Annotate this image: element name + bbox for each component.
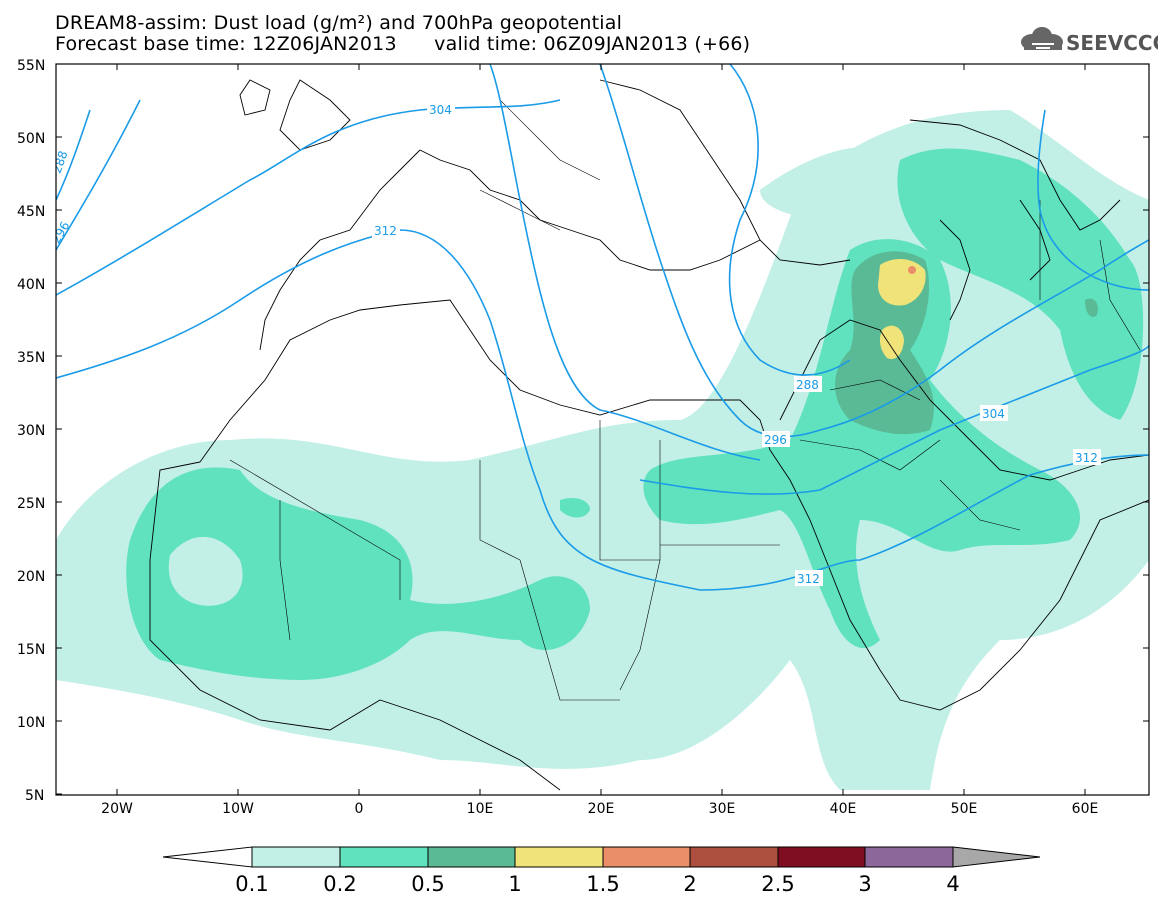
lat-label: 40N	[17, 277, 45, 293]
dust-0.2-region	[126, 148, 1144, 680]
lat-label: 55N	[17, 58, 45, 74]
lat-label: 10N	[17, 715, 45, 731]
logo-text: SEEVCCC	[1066, 31, 1158, 55]
colorbar-label: 1	[508, 872, 521, 896]
lon-label: 40E	[830, 801, 857, 817]
colorbar-label: 4	[946, 872, 959, 896]
coastlines	[149, 79, 1149, 791]
lat-label: 35N	[17, 350, 45, 366]
lon-label: 10W	[222, 801, 254, 817]
country-borders	[229, 99, 1141, 701]
colorbar-labels: 0.1 0.2 0.5 1 1.5 2 2.5 3 4	[235, 872, 959, 896]
colorbar-swatch	[602, 846, 691, 868]
colorbar-label: 0.5	[411, 872, 444, 896]
contour-label: 288	[796, 378, 819, 392]
cloud-icon	[1021, 27, 1063, 50]
colorbar-swatch	[514, 846, 604, 868]
lat-label: 15N	[17, 642, 45, 658]
colorbar-swatch	[339, 846, 429, 868]
lon-label: 10E	[467, 801, 494, 817]
lat-label: 45N	[17, 204, 45, 220]
colorbar-swatch	[777, 846, 866, 868]
latitude-labels: 55N 50N 45N 40N 35N 30N 25N 20N 15N 10N …	[17, 58, 45, 804]
colorbar-label: 2	[683, 872, 696, 896]
dust-1.5-spot	[908, 266, 916, 274]
colorbar-swatch	[251, 846, 341, 868]
contour-label: 312	[797, 572, 820, 586]
title-line-1: DREAM8-assim: Dust load (g/m²) and 700hP…	[55, 12, 623, 34]
colorbar	[162, 846, 1041, 868]
colorbar-low-arrow	[162, 846, 253, 868]
colorbar-label: 0.1	[235, 872, 268, 896]
colorbar-label: 3	[858, 872, 871, 896]
colorbar-swatch	[864, 846, 954, 868]
contour-label: 296	[49, 219, 73, 246]
lon-label: 20W	[101, 801, 133, 817]
dust-light-holes	[168, 326, 1060, 606]
colorbar-label: 0.2	[323, 872, 356, 896]
title-line-2: Forecast base time: 12Z06JAN2013 valid t…	[55, 33, 751, 55]
seevccc-logo: SEEVCCC	[1021, 27, 1158, 55]
lat-label: 25N	[17, 496, 45, 512]
geopotential-contours	[56, 64, 1149, 591]
contour-label: 304	[429, 103, 452, 117]
lat-label: 50N	[17, 131, 45, 147]
contour-labels: 304 288 296 312 304 312 312 288 296	[49, 101, 1101, 586]
lat-label: 20N	[17, 569, 45, 585]
colorbar-swatch	[427, 846, 516, 868]
lon-label: 20E	[588, 801, 615, 817]
colorbar-label: 2.5	[761, 872, 794, 896]
lon-label: 30E	[709, 801, 736, 817]
lat-label: 5N	[25, 788, 44, 804]
contour-label: 312	[1075, 451, 1098, 465]
lon-label: 50E	[951, 801, 978, 817]
colorbar-label: 1.5	[586, 872, 619, 896]
lon-label: 0	[355, 801, 364, 817]
colorbar-high-arrow	[952, 846, 1041, 868]
ticks	[56, 63, 1149, 795]
longitude-labels: 20W 10W 0 10E 20E 30E 40E 50E 60E	[101, 801, 1098, 817]
contour-label: 312	[374, 224, 397, 238]
colorbar-swatch	[689, 846, 779, 868]
contour-label: 296	[764, 433, 787, 447]
contour-label: 304	[982, 407, 1005, 421]
lon-label: 60E	[1072, 801, 1099, 817]
lat-label: 30N	[17, 423, 45, 439]
